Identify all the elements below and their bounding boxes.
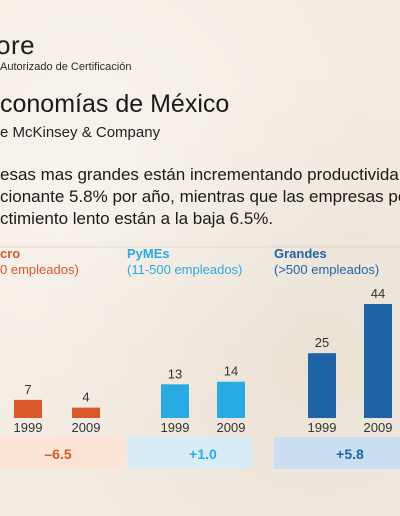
group-subtitle: 0 empleados) — [0, 262, 79, 277]
group-title: cro — [0, 246, 20, 261]
body-line-2: cionante 5.8% por año, mientras que las … — [0, 187, 400, 206]
bar — [14, 399, 42, 418]
x-tick-label: 2009 — [364, 420, 393, 435]
change-band — [274, 437, 400, 469]
change-label: +1.0 — [189, 446, 217, 462]
bar-value-label: 25 — [315, 335, 329, 350]
x-tick-label: 1999 — [161, 420, 190, 435]
bar-value-label: 7 — [24, 382, 31, 397]
bar — [364, 304, 392, 418]
bar-value-label: 4 — [82, 390, 89, 405]
change-label: +5.8 — [336, 446, 364, 462]
page-title: conomías de México — [0, 90, 230, 118]
change-label: –6.5 — [44, 446, 71, 462]
bar-value-label: 14 — [224, 364, 238, 379]
body-paragraph: esas mas grandes están incrementando pro… — [0, 164, 400, 230]
body-line-3: ctimiento lento están a la baja 6.5%. — [0, 209, 274, 228]
bar-value-label: 13 — [168, 366, 182, 381]
group-title: Grandes — [274, 246, 327, 261]
source-line: e McKinsey & Company — [0, 124, 161, 141]
bar — [308, 353, 336, 418]
x-tick-label: 2009 — [217, 420, 246, 435]
bar — [72, 407, 100, 418]
group-subtitle: (11-500 empleados) — [127, 262, 242, 277]
body-line-1: esas mas grandes están incrementando pro… — [0, 165, 399, 184]
bar-value-label: 44 — [371, 286, 385, 301]
x-tick-label: 1999 — [14, 420, 43, 435]
group-subtitle: (>500 empleados) — [274, 262, 379, 277]
x-tick-label: 2009 — [72, 420, 101, 435]
brand-subtitle: Autorizado de Certificación — [0, 61, 132, 73]
bar — [161, 384, 189, 418]
brand-logo-text: ore — [0, 30, 36, 60]
x-tick-label: 1999 — [308, 420, 337, 435]
change-band — [127, 437, 251, 469]
group-title: PyMEs — [127, 246, 170, 261]
change-band — [0, 437, 125, 469]
bar — [217, 381, 245, 418]
